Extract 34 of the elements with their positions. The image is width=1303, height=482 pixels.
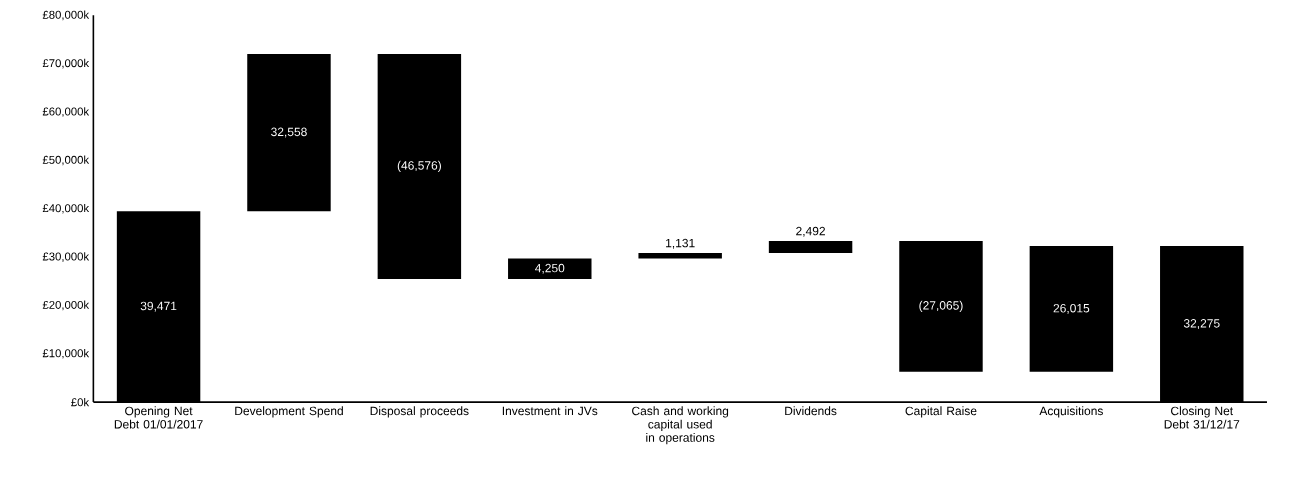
x-tick-label: Cash and working capital used in operations [632,406,729,445]
data-label: (46,576) [397,160,441,173]
data-label: (27,065) [919,300,963,312]
bar [508,258,592,279]
x-tick-label: Investment in JVs [502,406,598,416]
data-label: 1,131 [666,238,695,249]
data-label: 4,250 [535,263,565,274]
bar [899,240,983,372]
x-tick-label: Opening Net Debt 01/01/2017 [114,406,203,429]
y-tick-label: £80,000k [42,10,90,21]
y-tick-label: £40,000k [42,203,90,214]
x-tick-label: Closing Net Debt 31/12/17 [1164,406,1240,429]
bar [1029,246,1114,372]
bar [377,53,462,279]
data-label: 39,471 [140,301,177,312]
x-tick-label: Capital Raise [905,406,977,418]
x-tick-label: Development Spend [235,406,343,418]
bar [247,53,331,212]
bar [638,252,722,259]
data-label: 2,492 [796,226,825,237]
data-label: 32,275 [1183,319,1220,329]
data-label: 26,015 [1053,303,1090,314]
y-tick-label: £50,000k [42,155,90,166]
y-tick-label: £30,000k [42,252,90,262]
y-tick-label: £70,000k [42,58,90,69]
y-tick-label: £60,000k [42,107,90,117]
x-tick-label: Dividends [785,406,837,416]
x-tick-label: Disposal proceeds [370,406,469,418]
y-tick-label: £0k [71,397,90,407]
data-label: 32,558 [271,127,307,138]
y-tick-label: £20,000k [42,300,90,311]
y-tick-label: £10,000k [42,348,90,359]
bar [768,240,853,253]
x-tick-label: Acquisitions [1039,406,1103,418]
